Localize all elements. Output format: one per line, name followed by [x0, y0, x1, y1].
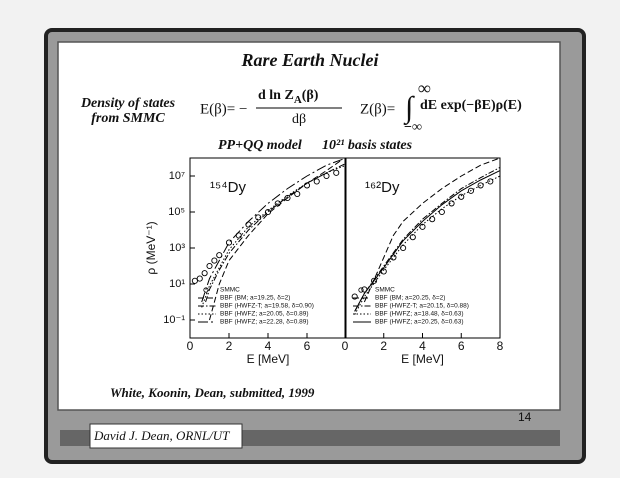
legend-label: SMMC	[220, 287, 240, 294]
footer-box	[89, 423, 243, 449]
data-line	[354, 175, 501, 315]
x-tick-label: 6	[458, 339, 465, 353]
formula: ∞	[418, 78, 431, 98]
x-tick-label: 8	[497, 339, 504, 353]
data-point	[216, 252, 223, 259]
data-point	[467, 187, 474, 194]
data-point	[225, 239, 233, 246]
data-point	[448, 200, 455, 207]
data-line	[363, 157, 501, 303]
data-point	[371, 277, 378, 284]
formula: ∫	[403, 91, 415, 126]
data-line	[201, 164, 347, 308]
legend-label: BBF (HWFZ; a=20.05, δ=0.89)	[220, 311, 309, 318]
y-tick-label: 10⁵	[168, 206, 185, 218]
subtitle: from SMMC	[91, 111, 165, 126]
formula: d ln ZA(β)	[258, 88, 319, 105]
x-tick-label: 0	[187, 339, 194, 353]
data-point	[294, 190, 301, 198]
y-tick-label: 10⁻¹	[163, 314, 185, 326]
legend-label: BBF (HWFZ; a=22.28, δ=0.89)	[220, 319, 309, 326]
formula: −∞	[404, 120, 422, 135]
data-line	[201, 157, 347, 303]
formula: (β)	[302, 88, 319, 103]
data-point	[255, 214, 262, 221]
legend-label: BBF (HWFZ-T; a=19.58, δ=0.90)	[220, 303, 314, 310]
data-point	[211, 257, 218, 264]
data-point	[429, 216, 436, 223]
data-point	[487, 178, 494, 185]
data-point	[206, 262, 213, 270]
panel-label: ¹⁵⁴Dy	[210, 179, 246, 196]
footer-text: David J. Dean, ORNL/UT	[93, 428, 230, 443]
x-tick-label: 6	[304, 339, 311, 353]
data-point	[201, 270, 208, 277]
model-label: PP+QQ model	[218, 138, 302, 153]
formula: E(β)= −	[200, 101, 247, 117]
data-point	[458, 193, 465, 200]
legend-marker	[358, 287, 364, 293]
x-tick-label: 4	[419, 339, 426, 353]
subtitle: Density of states	[80, 96, 176, 111]
data-line	[209, 159, 343, 321]
y-tick-label: 10⁷	[169, 170, 185, 182]
x-tick-label: 2	[226, 339, 233, 353]
legend-label: BBF (HWFZ-T; a=20.15, δ=0.88)	[375, 303, 469, 310]
citation: White, Koonin, Dean, submitted, 1999	[110, 385, 315, 400]
data-point	[333, 169, 340, 176]
data-point	[191, 277, 198, 284]
legend-label: BBF (HWFZ; a=20.25, δ=0.63)	[375, 319, 464, 326]
x-axis-label: E [MeV]	[401, 352, 444, 366]
legend-label: BBF (BM; a=19.25, δ=2)	[220, 295, 290, 302]
data-point	[351, 293, 358, 300]
basis-label: 10²¹ basis states	[322, 138, 413, 153]
data-point	[196, 275, 203, 282]
data-point	[313, 178, 320, 185]
formula: dE exp(−βE)ρ(E)	[420, 98, 522, 113]
formula: d ln Z	[258, 88, 294, 103]
formula: Z(β)=	[360, 101, 395, 117]
x-tick-label: 4	[265, 339, 272, 353]
slide-title: Rare Earth Nuclei	[240, 50, 378, 70]
formula: A	[294, 94, 302, 106]
y-axis-label: ρ (MeV⁻¹)	[144, 221, 158, 274]
data-line	[354, 170, 501, 312]
x-axis-label: E [MeV]	[247, 352, 290, 366]
page-number: 14	[518, 410, 532, 424]
y-tick-label: 10¹	[169, 278, 185, 290]
x-tick-label: 0	[342, 339, 349, 353]
legend-label: BBF (HWFZ; a=18.48, δ=0.63)	[375, 311, 464, 318]
data-point	[323, 172, 330, 180]
data-point	[477, 182, 484, 189]
y-tick-label: 10³	[169, 242, 185, 254]
formula: dβ	[292, 112, 306, 127]
x-tick-label: 2	[380, 339, 387, 353]
slide-body	[57, 41, 561, 411]
panel-label: ¹⁶²Dy	[365, 179, 400, 196]
data-line	[205, 162, 347, 303]
legend-label: BBF (BM; a=20.25, δ=2)	[375, 295, 445, 302]
legend-label: SMMC	[375, 287, 395, 294]
